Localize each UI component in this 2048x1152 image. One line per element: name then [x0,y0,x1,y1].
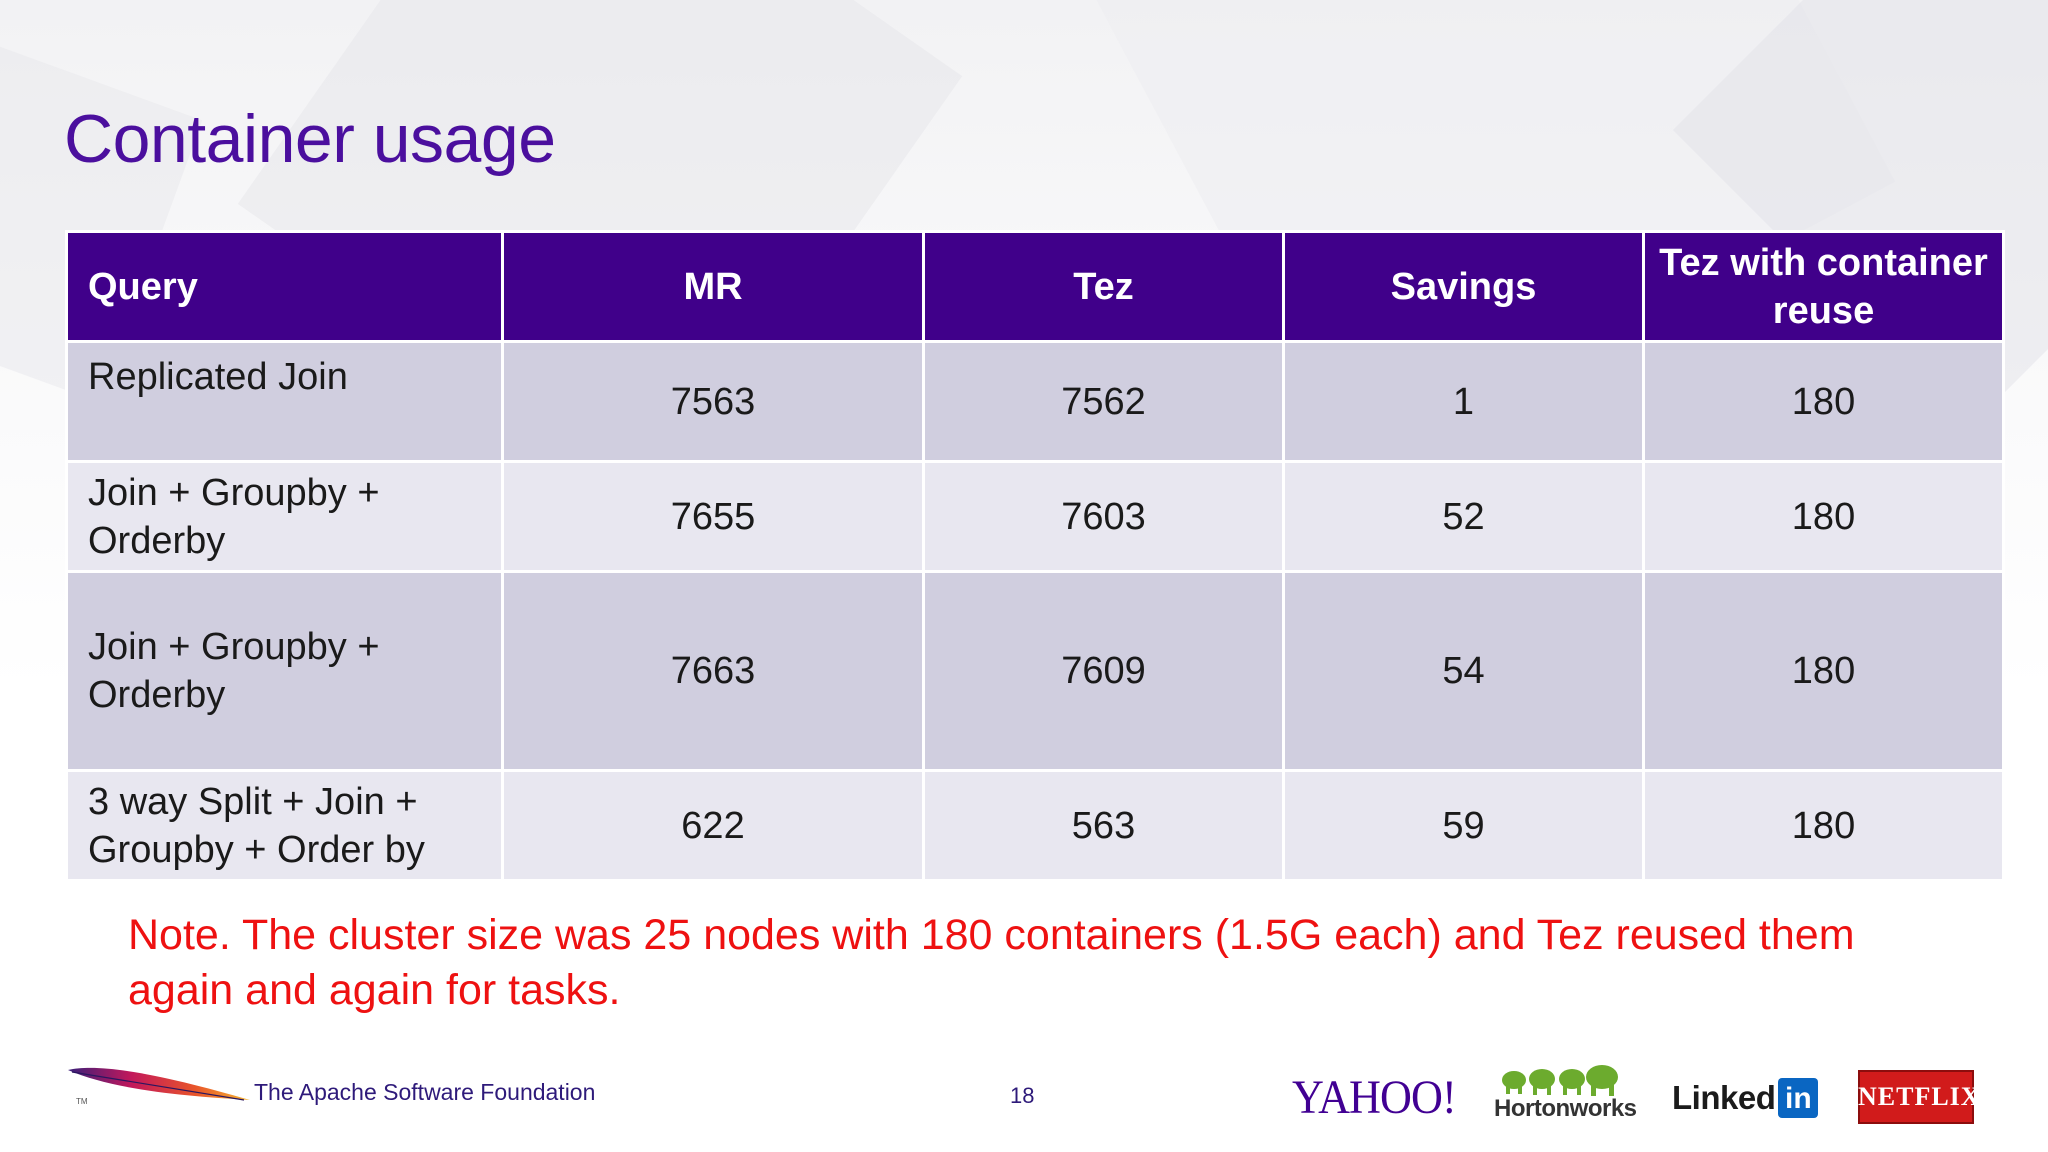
netflix-logo: NETFLIX [1858,1070,1980,1124]
hortonworks-elephants-icon [1502,1065,1618,1096]
page-number: 18 [1010,1083,1035,1108]
mr-cell: 7563 [501,340,925,463]
query-cell: Join + Groupby + Orderby [65,460,504,573]
header-tez: Tez [922,230,1285,343]
header-tez-container-reuse: Tez with container reuse [1642,230,2005,343]
table-row: Join + Groupby + Orderby 7655 7603 52 18… [65,460,2005,573]
table-header-row: Query MR Tez Savings Tez with container … [65,230,2005,343]
tez-cell: 563 [922,769,1285,882]
table-row: Join + Groupby + Orderby 7663 7609 54 18… [65,570,2005,772]
table-row: Replicated Join 7563 7562 1 180 [65,340,2005,463]
linkedin-wordmark: Linked [1672,1079,1776,1116]
query-cell: Join + Groupby + Orderby [65,570,504,772]
svg-text:TM: TM [76,1097,88,1106]
hortonworks-logo: Hortonworks [1494,1095,1637,1122]
savings-cell: 1 [1282,340,1645,463]
savings-cell: 54 [1282,570,1645,772]
mr-cell: 7663 [501,570,925,772]
header-query: Query [65,230,504,343]
header-savings: Savings [1282,230,1645,343]
query-cell: 3 way Split + Join + Groupby + Order by [65,769,504,882]
tez-reuse-cell: 180 [1642,570,2005,772]
yahoo-logo: YAHOO! [1292,1071,1457,1124]
linkedin-logo: Linked in [1672,1076,1819,1120]
query-cell: Replicated Join [65,340,504,463]
tez-reuse-cell: 180 [1642,769,2005,882]
mr-cell: 622 [501,769,925,882]
savings-cell: 52 [1282,460,1645,573]
slide-title: Container usage [64,101,556,177]
tez-cell: 7562 [922,340,1285,463]
tez-cell: 7609 [922,570,1285,772]
cluster-note: Note. The cluster size was 25 nodes with… [128,911,1855,1014]
table-row: 3 way Split + Join + Groupby + Order by … [65,769,2005,882]
apache-feather-icon: TM [68,1067,250,1106]
linkedin-in-icon: in [1778,1078,1819,1118]
tez-reuse-cell: 180 [1642,340,2005,463]
apache-foundation-label: The Apache Software Foundation [254,1079,596,1105]
tez-reuse-cell: 180 [1642,460,2005,573]
savings-cell: 59 [1282,769,1645,882]
header-mr: MR [501,230,925,343]
mr-cell: 7655 [501,460,925,573]
container-usage-table: Query MR Tez Savings Tez with container … [65,230,2005,882]
tez-cell: 7603 [922,460,1285,573]
